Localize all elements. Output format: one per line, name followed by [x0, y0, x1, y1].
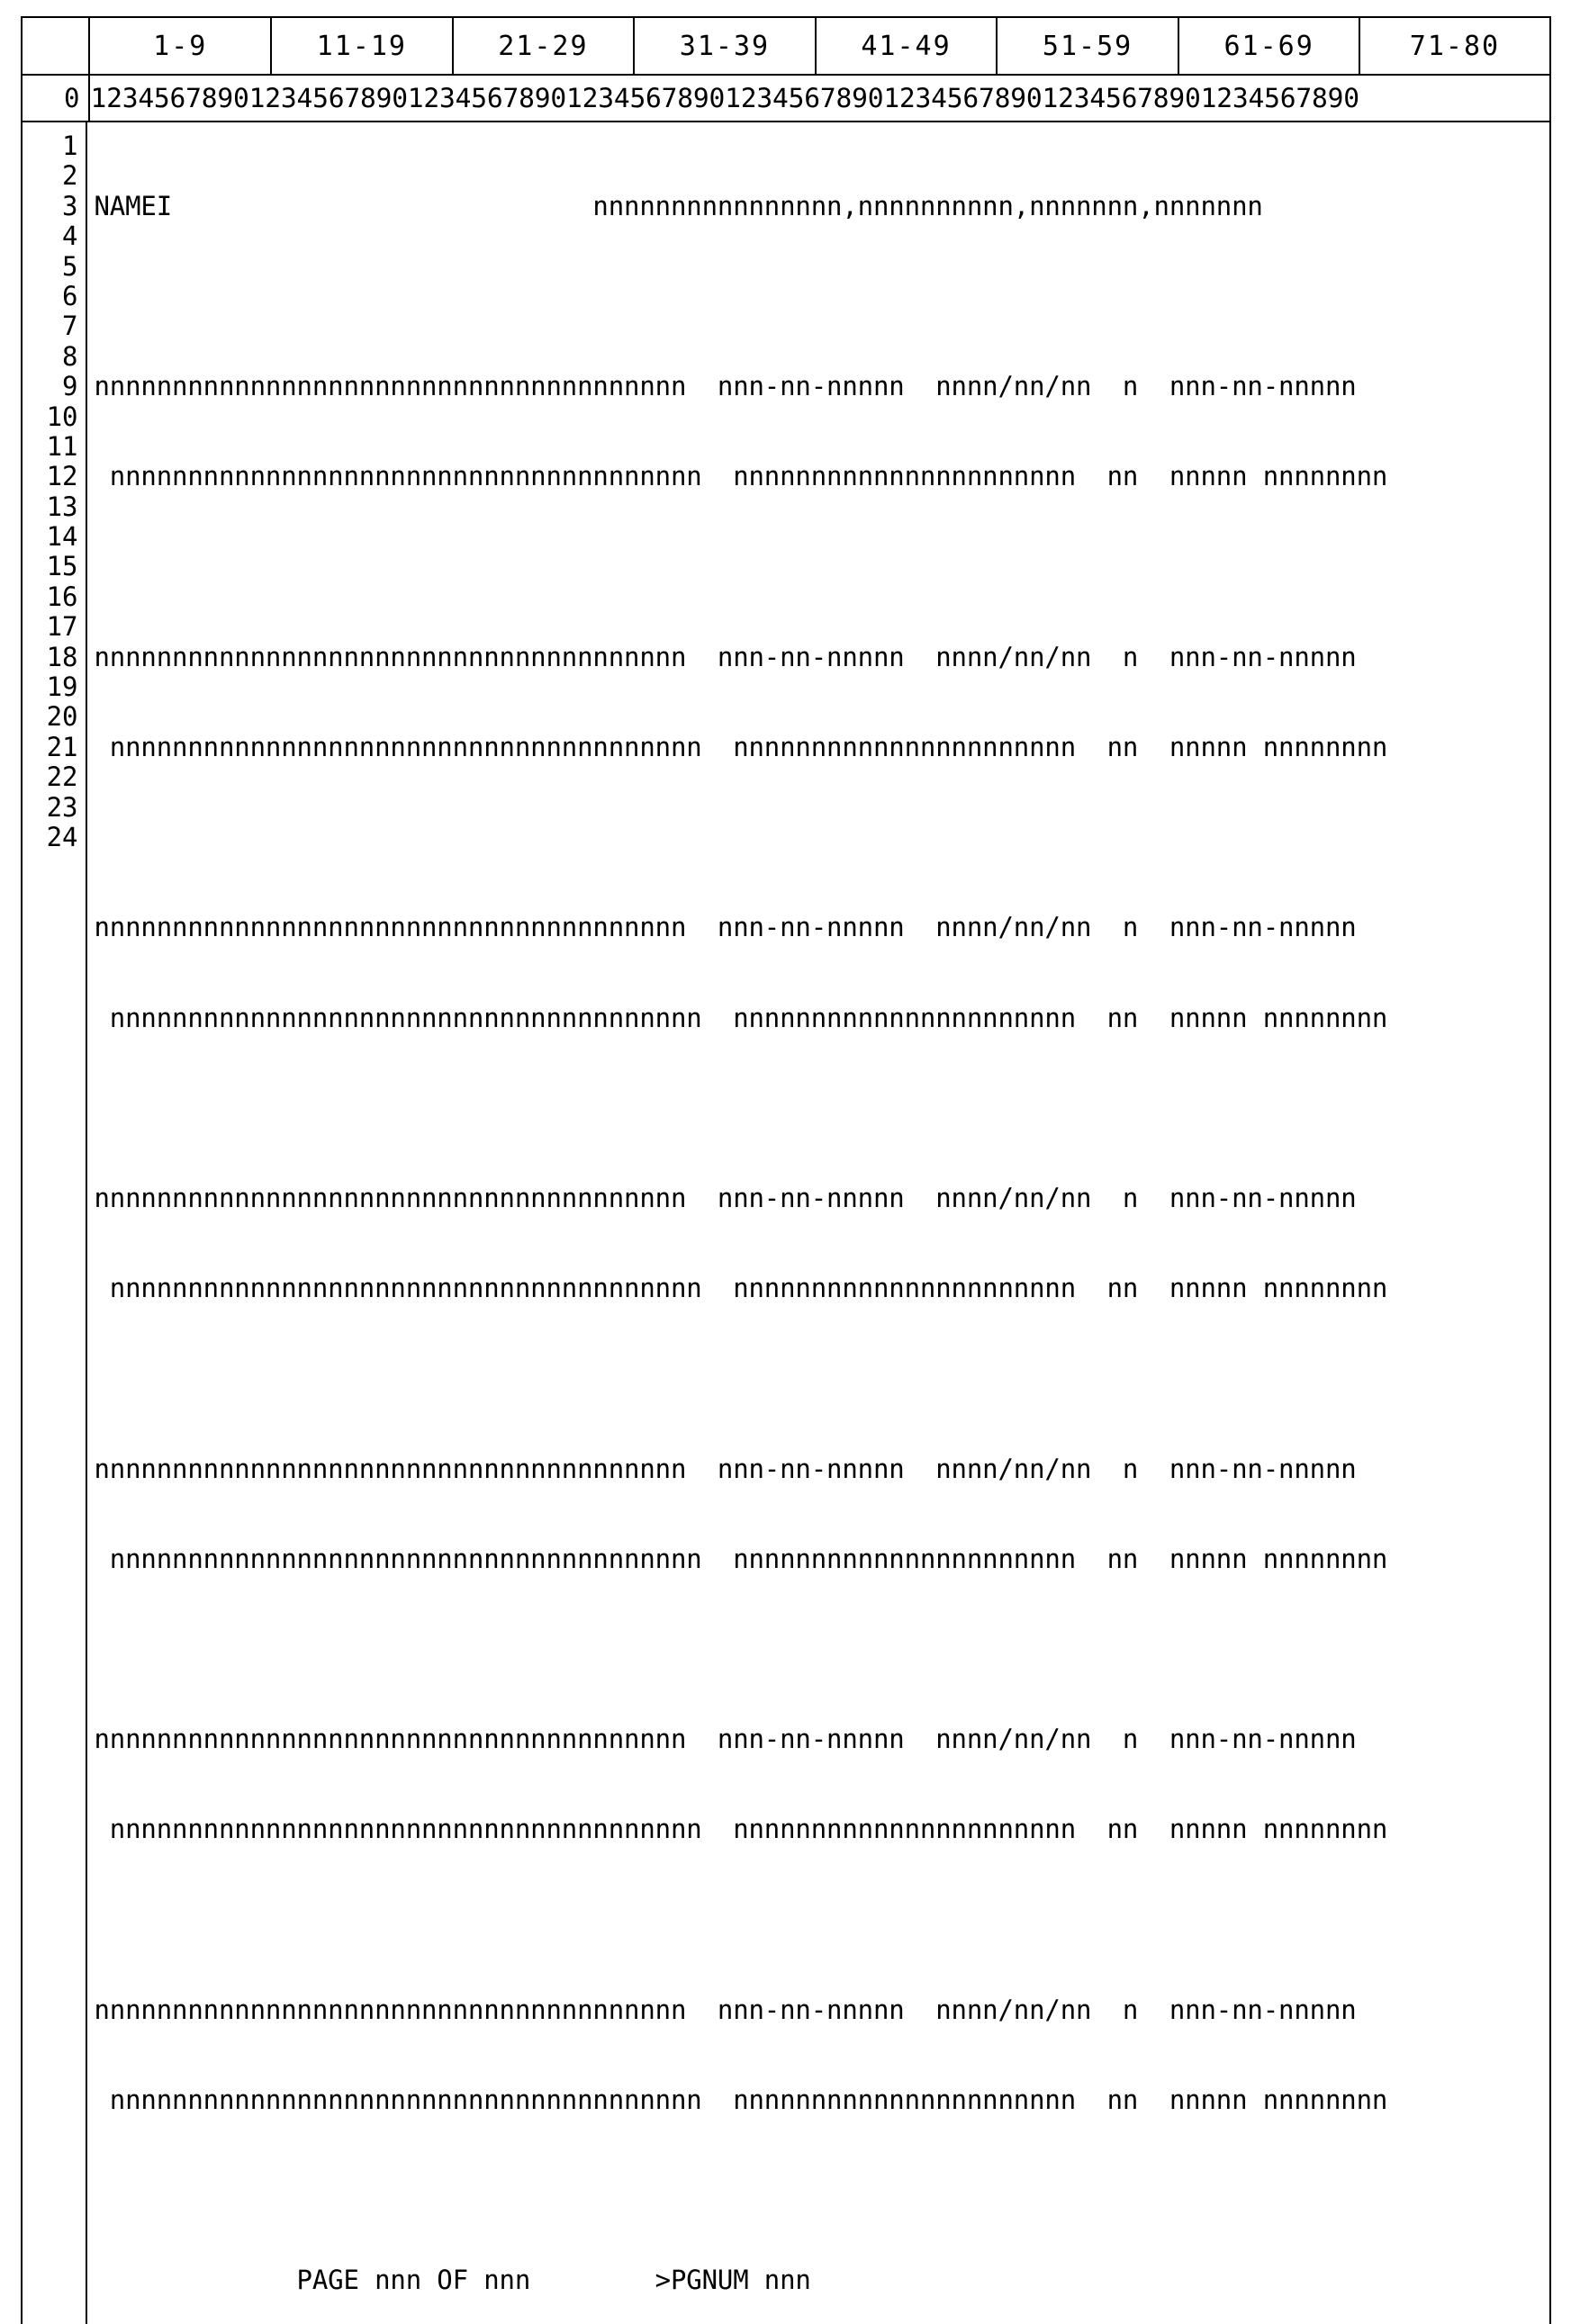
screen-line: nnnnnnnnnnnnnnnnnnnnnnnnnnnnnnnnnnnnnn n… — [94, 1815, 1388, 1845]
top-column-ruler: 1234567890123456789012345678901234567890… — [88, 74, 1551, 122]
line-number: 12 — [46, 461, 78, 492]
line-number: 10 — [46, 401, 78, 432]
screen-line: nnnnnnnnnnnnnnnnnnnnnnnnnnnnnnnnnnnnnn n… — [94, 1184, 1357, 1214]
line-number: 18 — [46, 641, 78, 672]
screen-line — [95, 1094, 1549, 1123]
line-number: 19 — [46, 671, 78, 703]
screen-line — [95, 553, 1549, 582]
line-number: 22 — [46, 761, 78, 793]
screen-line: nnnnnnnnnnnnnnnnnnnnnnnnnnnnnnnnnnnnnn n… — [94, 913, 1357, 943]
line-number: 5 — [62, 250, 78, 282]
screen-line — [95, 1635, 1549, 1664]
screen-body: 1 2 3 4 5 6 7 8 9 10 11 12 13 14 — [20, 121, 1551, 2324]
screen-line — [95, 1905, 1549, 1935]
line-number: 4 — [62, 221, 78, 252]
column-header-8: 71-80 — [1359, 16, 1551, 76]
screen-line: nnnnnnnnnnnnnnnnnnnnnnnnnnnnnnnnnnnnnn n… — [94, 1544, 1388, 1574]
line-number: 8 — [62, 340, 78, 372]
gutter-corner-top — [20, 16, 91, 76]
line-number: 7 — [62, 311, 78, 342]
screen-line: nnnnnnnnnnnnnnnnnnnnnnnnnnnnnnnnnnnnnn n… — [94, 462, 1388, 492]
column-header-2: 11-19 — [270, 16, 454, 76]
column-header-1: 1-9 — [88, 16, 273, 76]
screen-line: NAMEI nnnnnnnnnnnnnnnn,nnnnnnnnnn,nnnnnn… — [94, 191, 1263, 221]
screen-line — [95, 2175, 1549, 2205]
column-header-7: 61-69 — [1177, 16, 1361, 76]
line-number: 11 — [46, 430, 78, 462]
line-number: 2 — [62, 160, 78, 192]
line-number: 20 — [46, 701, 78, 733]
screen-line: nnnnnnnnnnnnnnnnnnnnnnnnnnnnnnnnnnnnnn n… — [94, 1274, 1388, 1304]
screen-content-column: NAMEI nnnnnnnnnnnnnnnn,nnnnnnnnnn,nnnnnn… — [85, 122, 1549, 2324]
line-number: 21 — [46, 731, 78, 762]
screen-body-row: 1 2 3 4 5 6 7 8 9 10 11 12 13 14 — [20, 121, 1551, 2324]
screen-line: nnnnnnnnnnnnnnnnnnnnnnnnnnnnnnnnnnnnnn n… — [94, 1003, 1388, 1033]
line-number: 9 — [62, 371, 78, 402]
screen-line — [95, 1364, 1549, 1393]
top-ruler-row: 0 12345678901234567890123456789012345678… — [20, 74, 1551, 122]
screen-line: nnnnnnnnnnnnnnnnnnnnnnnnnnnnnnnnnnnnnn n… — [94, 1454, 1357, 1484]
column-header-5: 41-49 — [814, 16, 998, 76]
line-number: 16 — [46, 581, 78, 612]
line-number: 6 — [62, 280, 78, 311]
screen-line: nnnnnnnnnnnnnnnnnnnnnnnnnnnnnnnnnnnnnn n… — [94, 642, 1357, 672]
screen-line: nnnnnnnnnnnnnnnnnnnnnnnnnnnnnnnnnnnnnn n… — [94, 1995, 1357, 2025]
line-number: 15 — [46, 551, 78, 582]
column-header-row: 1-9 11-19 21-29 31-39 41-49 51-59 61-69 … — [20, 16, 1551, 76]
line-number: 24 — [46, 821, 78, 852]
line-number-column: 1 2 3 4 5 6 7 8 9 10 11 12 13 14 — [23, 122, 86, 2324]
screen-line — [95, 282, 1549, 311]
ruler-line-number-0: 0 — [20, 74, 91, 122]
layout-table: 1-9 11-19 21-29 31-39 41-49 51-59 61-69 … — [20, 16, 1551, 2324]
line-number: 13 — [46, 491, 78, 522]
screen-line: PAGE nnn OF nnn >PGNUM nnn — [94, 2265, 811, 2296]
screen-layout-sheet: 1-9 11-19 21-29 31-39 41-49 51-59 61-69 … — [20, 16, 1551, 2324]
line-number: 17 — [46, 611, 78, 643]
screen-line: nnnnnnnnnnnnnnnnnnnnnnnnnnnnnnnnnnnnnn n… — [94, 2085, 1388, 2116]
screen-line: nnnnnnnnnnnnnnnnnnnnnnnnnnnnnnnnnnnnnn n… — [94, 372, 1357, 402]
column-header-6: 51-59 — [996, 16, 1179, 76]
line-number: 1 — [62, 131, 78, 161]
screen-line: nnnnnnnnnnnnnnnnnnnnnnnnnnnnnnnnnnnnnn n… — [94, 733, 1388, 763]
column-header-3: 21-29 — [451, 16, 636, 76]
line-number: 23 — [46, 791, 78, 823]
line-number: 3 — [62, 190, 78, 221]
column-header-4: 31-39 — [633, 16, 817, 76]
line-number: 14 — [46, 521, 78, 553]
screen-line: nnnnnnnnnnnnnnnnnnnnnnnnnnnnnnnnnnnnnn n… — [94, 1725, 1357, 1755]
screen-line — [95, 823, 1549, 852]
